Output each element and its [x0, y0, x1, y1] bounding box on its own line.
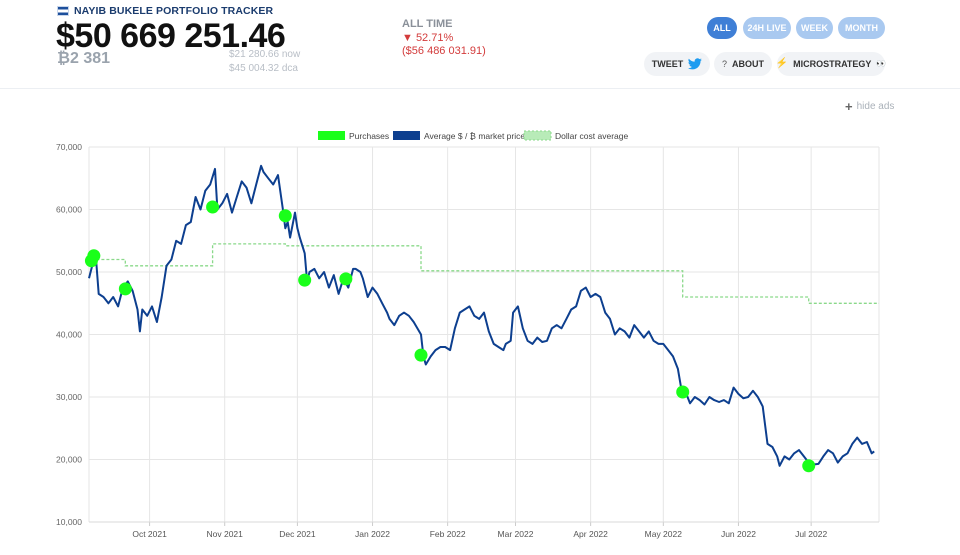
legend-dca-swatch: [523, 130, 552, 141]
x-tick-label: Jun 2022: [721, 529, 756, 539]
purchase-point: [206, 200, 220, 214]
x-tick-label: Dec 2021: [279, 529, 316, 539]
price-line: [88, 164, 875, 467]
twitter-bird-icon: [688, 58, 703, 70]
purchases-series: [84, 200, 816, 473]
range-month-button[interactable]: MONTH: [838, 17, 885, 39]
microstrategy-label: MICROSTRATEGY: [793, 59, 872, 69]
eyes-emoji: 👀: [876, 59, 887, 68]
btc-amount: ₿2 381: [57, 50, 111, 67]
chart-grid: [88, 146, 880, 523]
portfolio-value: $50 669 251.46: [56, 17, 286, 55]
now-price: $21 280.66 now: [229, 49, 301, 60]
dca-series: [91, 243, 879, 304]
y-tick-label: 20,000: [56, 455, 82, 465]
chart-axes: 10,000 20,000 30,000 40,000 50,000 60,000 70,0…: [56, 142, 879, 539]
x-tick-label: Jul 2022: [795, 529, 827, 539]
y-tick-label: 30,000: [56, 392, 82, 402]
x-tick-label: Mar 2022: [498, 529, 534, 539]
plus-icon: +: [845, 98, 853, 114]
about-prefix: ?: [721, 59, 727, 69]
brand: NAYIB BUKELE PORTFOLIO TRACKER: [57, 5, 273, 17]
tweet-button[interactable]: TWEET: [644, 52, 710, 76]
range-24h-live-button[interactable]: 24H LIVE: [743, 17, 791, 39]
y-tick-label: 50,000: [56, 267, 82, 277]
x-tick-label: May 2022: [645, 529, 683, 539]
purchase-point: [676, 385, 690, 399]
brand-title: NAYIB BUKELE PORTFOLIO TRACKER: [74, 5, 274, 17]
about-button[interactable]: ? ABOUT: [714, 52, 772, 76]
purchase-point: [87, 249, 101, 263]
y-tick-label: 10,000: [56, 517, 82, 527]
x-tick-label: Jan 2022: [355, 529, 390, 539]
purchase-point: [278, 209, 292, 223]
range-all-button[interactable]: ALL: [707, 17, 737, 39]
el-salvador-flag-icon: [57, 6, 69, 16]
legend-price-label: Average $ / ₿ market price: [424, 131, 525, 141]
hide-ads-link[interactable]: + hide ads: [845, 98, 895, 114]
microstrategy-button[interactable]: ⚡ MICROSTRATEGY 👀: [775, 52, 887, 76]
price-series: [88, 164, 875, 467]
all-time-percent: ▼ 52.71%: [402, 32, 454, 44]
y-tick-label: 60,000: [56, 205, 82, 215]
purchase-point: [802, 459, 816, 473]
y-tick-label: 40,000: [56, 330, 82, 340]
x-tick-label: Nov 2021: [207, 529, 244, 539]
lightning-icon: ⚡: [775, 58, 789, 69]
all-time-title: ALL TIME: [402, 18, 453, 30]
purchase-point: [298, 273, 312, 287]
chart-legend: Purchases Average $ / ₿ market price Dolla…: [318, 130, 629, 141]
dca-line: [91, 243, 879, 304]
tweet-label: TWEET: [651, 59, 684, 69]
purchase-point: [118, 282, 132, 296]
legend-dca-label: Dollar cost average: [555, 131, 629, 141]
x-tick-label: Apr 2022: [573, 529, 608, 539]
range-week-button[interactable]: WEEK: [796, 17, 833, 39]
x-tick-label: Feb 2022: [430, 529, 466, 539]
y-tick-label: 70,000: [56, 142, 82, 152]
purchase-point: [414, 348, 428, 362]
header-divider: [0, 88, 960, 89]
legend-purchases-label: Purchases: [349, 131, 389, 141]
hide-ads-label: hide ads: [856, 101, 895, 112]
dca-price: $45 004.32 dca: [229, 63, 298, 74]
purchase-point: [339, 272, 353, 286]
legend-price-swatch: [393, 131, 420, 140]
about-label: ABOUT: [732, 59, 764, 69]
all-time-loss: ($56 486 031.91): [402, 45, 486, 57]
legend-purchases-swatch: [318, 131, 345, 140]
x-tick-label: Oct 2021: [132, 529, 167, 539]
